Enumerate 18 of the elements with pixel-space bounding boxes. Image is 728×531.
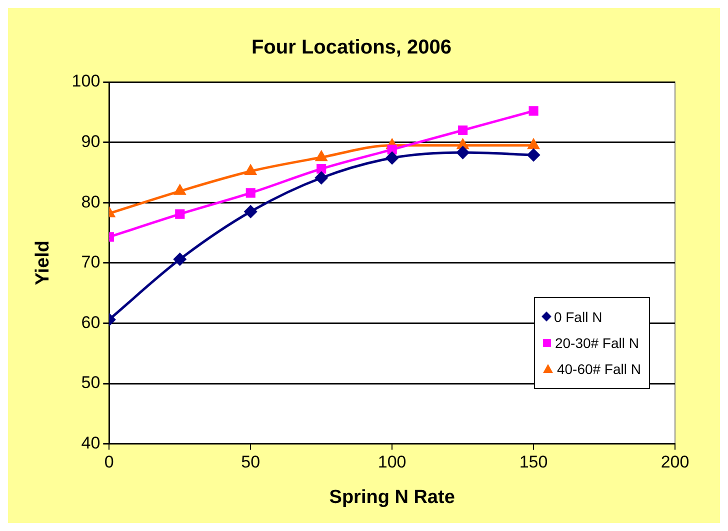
x-tick-label: 0 (104, 452, 114, 472)
x-tick-label: 50 (241, 452, 260, 472)
y-tick-label: 100 (72, 72, 100, 91)
y-tick-label: 80 (81, 192, 100, 212)
y-tick-label: 60 (81, 312, 100, 332)
x-axis-title: Spring N Rate (329, 486, 455, 508)
x-tick-label: 200 (660, 452, 690, 472)
y-tick-label: 40 (81, 433, 100, 452)
x-tick-label: 100 (378, 452, 406, 472)
y-tick-label: 90 (81, 132, 100, 151)
legend-label: 0 Fall N (554, 308, 602, 327)
legend-label: 20-30# Fall N (554, 334, 639, 353)
x-tick-label: 150 (519, 452, 548, 472)
y-tick-label: 70 (81, 252, 100, 272)
y-tick-label: 50 (81, 373, 100, 392)
chart-title: Four Locations, 2006 (251, 36, 452, 59)
y-axis-title: Yield (32, 240, 54, 286)
legend-label: 40-60# Fall N (556, 360, 641, 379)
